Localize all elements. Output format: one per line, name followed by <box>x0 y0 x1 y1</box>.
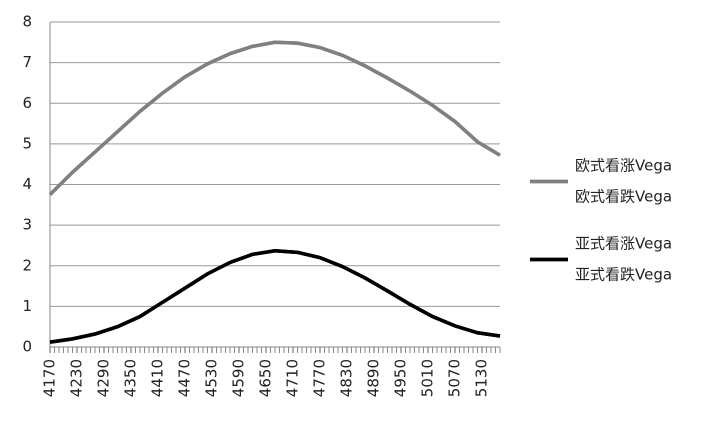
x-tick-label: 4350 <box>122 359 140 397</box>
x-tick-label: 4230 <box>68 359 86 397</box>
x-tick-label: 4470 <box>176 359 194 397</box>
y-tick-label: 5 <box>22 134 32 152</box>
y-tick-label: 0 <box>22 338 32 356</box>
x-tick-label: 4290 <box>95 359 113 397</box>
y-tick-label: 7 <box>22 53 32 71</box>
y-tick-label: 1 <box>22 297 32 315</box>
x-tick-label: 5130 <box>473 359 491 397</box>
x-tick-label: 4590 <box>230 359 248 397</box>
legend-label: 欧式看跌Vega <box>575 188 672 206</box>
series-line <box>48 40 501 196</box>
x-tick-label: 4890 <box>365 359 383 397</box>
y-tick-label: 8 <box>22 13 32 31</box>
x-tick-label: 5070 <box>446 359 464 397</box>
series-line <box>49 248 501 344</box>
y-tick-label: 2 <box>22 256 32 274</box>
x-tick-label: 4170 <box>41 359 59 397</box>
x-tick-label: 4770 <box>311 359 329 397</box>
y-tick-label: 3 <box>22 216 32 234</box>
x-tick-label: 5010 <box>419 359 437 397</box>
x-tick-label: 4830 <box>338 359 356 397</box>
y-tick-label: 4 <box>22 175 32 193</box>
x-tick-label: 4710 <box>284 359 302 397</box>
x-tick-label: 4410 <box>149 359 167 397</box>
legend-label: 亚式看涨Vega <box>575 235 672 253</box>
legend-label: 亚式看跌Vega <box>575 266 672 284</box>
series-line <box>48 40 501 196</box>
x-tick-label: 4650 <box>257 359 275 397</box>
x-tick-label: 4950 <box>392 359 410 397</box>
x-tick-label: 4530 <box>203 359 221 397</box>
y-tick-label: 6 <box>22 94 32 112</box>
legend-label: 欧式看涨Vega <box>575 157 672 175</box>
